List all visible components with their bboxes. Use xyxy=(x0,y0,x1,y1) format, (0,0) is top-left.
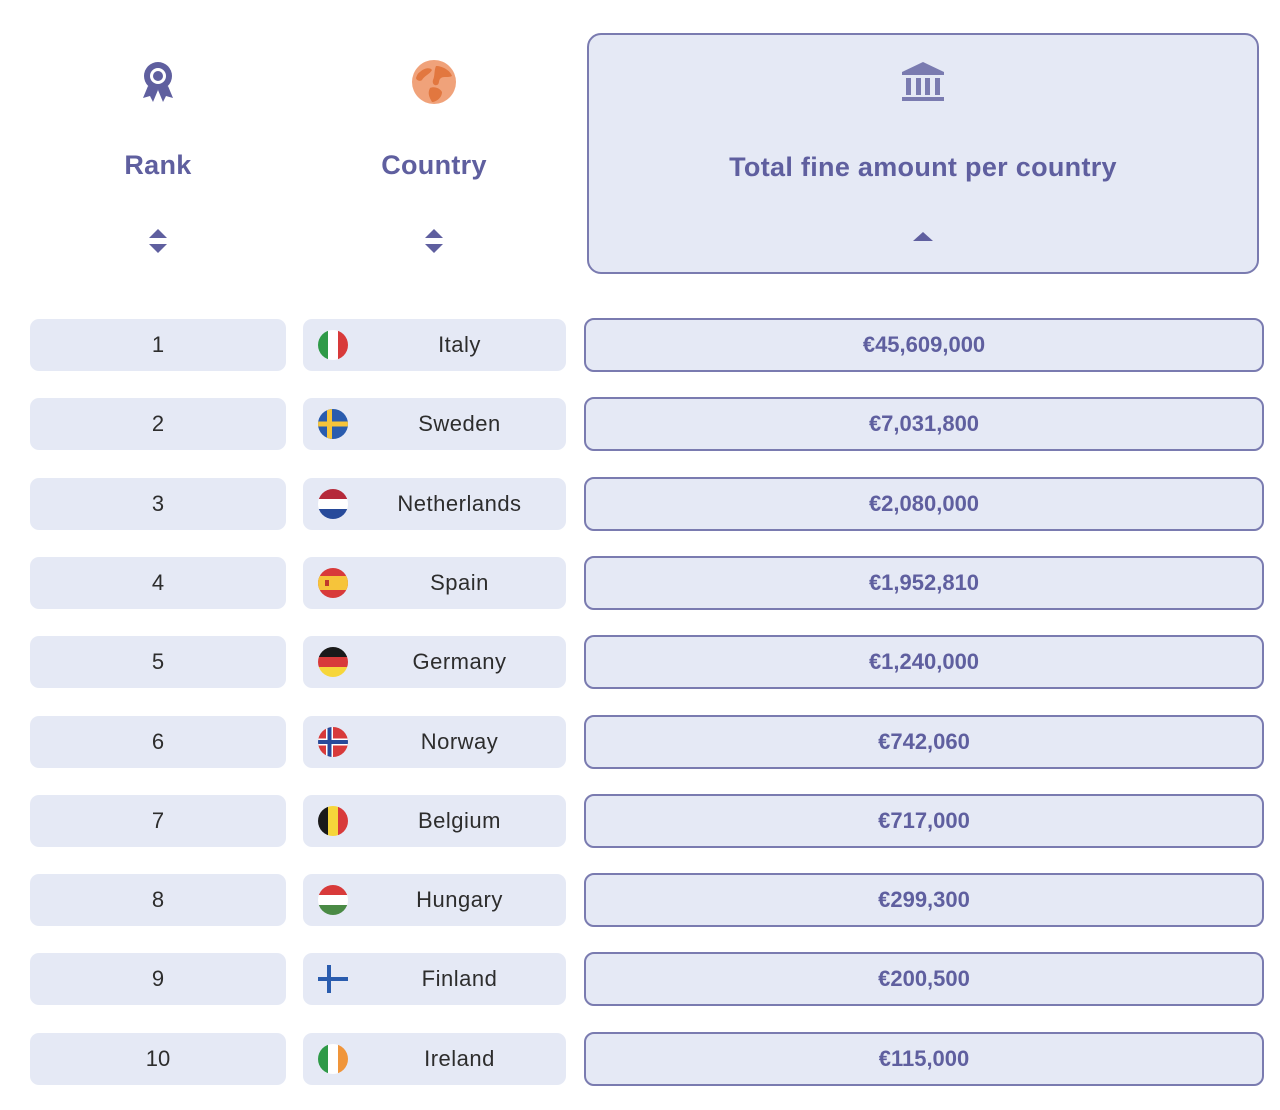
country-name: Netherlands xyxy=(397,490,522,516)
country-name: Ireland xyxy=(424,1045,495,1071)
globe-icon xyxy=(412,60,456,104)
hungary-flag-icon xyxy=(318,885,348,916)
rank-header-label: Rank xyxy=(124,150,192,180)
country-cell: Germany xyxy=(303,636,566,689)
table-row: 4 Spain €1,952,810 xyxy=(0,555,1280,610)
country-name: Germany xyxy=(412,649,507,675)
norway-flag-icon xyxy=(318,726,348,757)
rank-cell: 3 xyxy=(30,477,286,530)
rank-cell: 4 xyxy=(30,556,286,609)
rank-cell: 5 xyxy=(30,636,286,689)
country-cell: Norway xyxy=(303,715,566,768)
fine-amount-column-header[interactable]: Total fine amount per country xyxy=(587,33,1259,274)
table-row: 1 Italy €45,609,000 xyxy=(0,318,1280,372)
rank-cell: 2 xyxy=(30,398,286,451)
country-name: Hungary xyxy=(416,887,503,913)
sort-both-icon[interactable] xyxy=(146,226,170,256)
country-cell: Spain xyxy=(303,556,566,609)
fine-amount-cell: €299,300 xyxy=(584,873,1264,928)
table-row: 5 Germany €1,240,000 xyxy=(0,635,1280,690)
fine-amount-cell: €2,080,000 xyxy=(584,476,1264,531)
fine-amount-cell: €115,000 xyxy=(584,1031,1264,1086)
country-name: Sweden xyxy=(418,411,501,437)
spain-flag-icon xyxy=(318,567,348,598)
table-row: 9 Finland €200,500 xyxy=(0,952,1280,1007)
country-cell: Sweden xyxy=(303,398,566,451)
bank-building-icon xyxy=(902,62,944,101)
fine-amount-cell: €7,031,800 xyxy=(584,397,1264,452)
rank-cell: 7 xyxy=(30,794,286,847)
sort-ascending-icon[interactable] xyxy=(911,227,935,257)
table-row: 3 Netherlands €2,080,000 xyxy=(0,476,1280,531)
country-name: Spain xyxy=(430,569,489,595)
rank-cell: 6 xyxy=(30,715,286,768)
netherlands-flag-icon xyxy=(318,488,348,519)
sweden-flag-icon xyxy=(318,409,348,440)
country-name: Italy xyxy=(438,332,481,357)
rank-column-header[interactable]: Rank xyxy=(30,0,286,290)
fine-amount-cell: €1,952,810 xyxy=(584,555,1264,610)
country-header-label: Country xyxy=(381,150,487,180)
rank-cell: 8 xyxy=(30,874,286,927)
country-cell: Ireland xyxy=(303,1032,566,1085)
italy-flag-icon xyxy=(318,330,348,360)
country-column-header[interactable]: Country xyxy=(302,0,566,290)
fine-amount-cell: €717,000 xyxy=(584,793,1264,848)
country-cell: Belgium xyxy=(303,794,566,847)
table-row: 2 Sweden €7,031,800 xyxy=(0,397,1280,452)
country-name: Norway xyxy=(420,728,499,754)
fine-amount-cell: €45,609,000 xyxy=(584,318,1264,372)
country-cell: Hungary xyxy=(303,874,566,927)
fine-amount-cell: €1,240,000 xyxy=(584,635,1264,690)
country-name: Belgium xyxy=(418,807,501,833)
ireland-flag-icon xyxy=(318,1043,348,1074)
country-name: Finland xyxy=(421,966,498,992)
country-cell: Netherlands xyxy=(303,477,566,530)
table-row: 7 Belgium €717,000 xyxy=(0,793,1280,848)
fine-amount-cell: €200,500 xyxy=(584,952,1264,1007)
rank-cell: 1 xyxy=(30,319,286,371)
fine-amount-header-label: Total fine amount per country xyxy=(729,152,1117,182)
table-row: 8 Hungary €299,300 xyxy=(0,873,1280,928)
rank-cell: 10 xyxy=(30,1032,286,1085)
sort-both-icon[interactable] xyxy=(422,226,446,256)
germany-flag-icon xyxy=(318,647,348,678)
table-row: 10 Ireland €115,000 xyxy=(0,1031,1280,1086)
rank-cell: 9 xyxy=(30,953,286,1006)
fine-amount-cell: €742,060 xyxy=(584,714,1264,769)
country-cell: Italy xyxy=(303,319,566,371)
table-row: 6 Norway €742,060 xyxy=(0,714,1280,769)
finland-flag-icon xyxy=(318,965,348,994)
belgium-flag-icon xyxy=(318,805,348,836)
award-ribbon-icon xyxy=(143,62,173,102)
country-cell: Finland xyxy=(303,953,566,1006)
